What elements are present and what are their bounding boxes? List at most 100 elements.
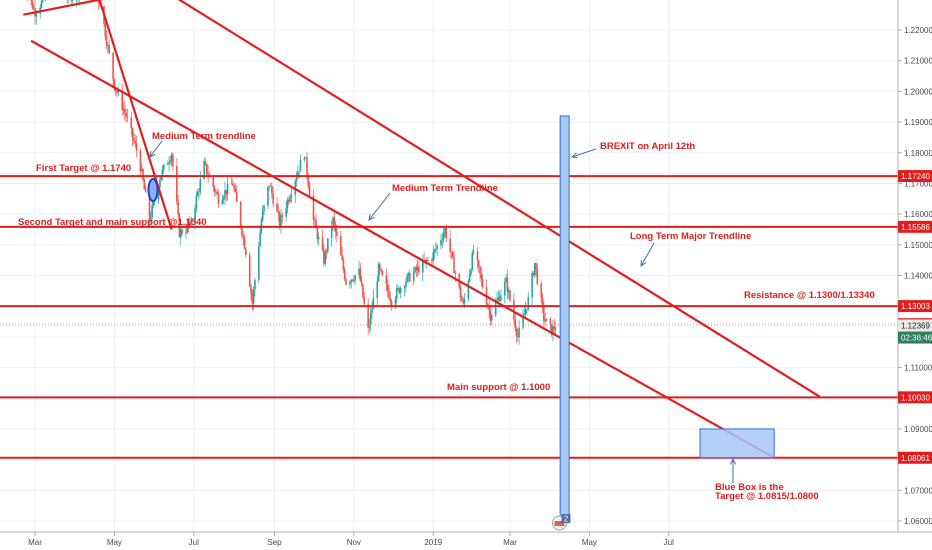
candle-body [306,157,308,175]
candle-body [500,295,502,301]
candle-body [277,211,280,214]
candle-body [440,239,442,246]
candle-body [476,251,479,261]
candle-body [276,203,278,212]
arrow-target-box-head [729,457,737,465]
candle-body [531,272,533,298]
candle-body [543,306,545,322]
candle-body [163,164,165,170]
level-tag-bg [898,170,932,183]
candle-body [497,297,500,300]
candle-body [122,109,125,110]
candle-body [518,327,520,338]
candle-body [239,201,242,227]
candle-body [235,192,238,202]
candle-body [323,250,325,264]
candle-body [354,275,356,281]
candle-body [152,200,155,206]
candle-body [362,284,364,298]
candle-body [213,186,216,192]
candle-body [289,197,291,202]
note-blue-box-line1: Blue Box is the [715,482,784,493]
candle-body [134,141,137,144]
price-tick-label: 1.16000 [904,210,932,219]
candle-body [308,185,311,196]
annotations: Medium Term trendline First Target @ 1.17… [18,131,875,502]
candle-body [554,328,557,330]
candle-body [360,280,363,285]
candle-body [330,227,333,239]
candle-body [436,245,438,249]
candle-body [70,0,73,1]
candle-body [261,211,264,221]
candle-body [207,173,209,176]
candle-body [367,304,369,328]
candle-body [30,0,32,1]
candle-body [449,238,451,252]
arrow-medium-term-trendline-upper-head [149,151,156,158]
candle-body [403,286,406,289]
candle-body [380,269,382,271]
candle-body [471,252,474,270]
candle-body [503,281,506,296]
candle-body [133,138,135,142]
candle-body [442,233,445,240]
candle-body [263,205,265,212]
candle-body [480,273,483,279]
price-tick-label: 1.21000 [904,57,932,66]
candle-body [414,267,416,273]
candle-body [385,275,388,285]
candle-body [114,89,117,91]
candle-body [395,288,398,299]
time-tick-label: Mar [28,538,42,547]
level-tag-bg [898,300,932,313]
candle-body [205,163,208,174]
target-box [699,428,775,459]
candle-body [513,300,515,320]
candle-body [481,278,484,288]
candle-body [435,248,437,250]
candle-body [376,281,379,298]
candle-body [187,224,190,227]
candle-body [126,116,129,118]
candle-body [151,205,153,218]
time-axis[interactable]: Mar May Jul Sep Nov 2019 Mar May Jul [28,532,674,547]
candle-body [536,269,539,284]
time-tick-label: May [107,538,122,547]
candle-body [113,79,116,90]
candle-body [190,221,192,223]
candle-body [345,279,347,285]
candle-body [517,335,519,338]
upper-short-trendline [23,0,104,16]
candle-body [527,297,530,310]
drawn-shapes: 2 [147,115,775,531]
candle-body [139,150,142,172]
candle-body [116,90,118,93]
candle-body [372,297,375,309]
arrow-brexit-head [570,152,579,159]
candle-body [399,288,402,294]
candle-body [333,217,336,225]
candle-body [450,251,453,253]
candle-body [104,23,107,37]
event-count-badge [561,514,571,523]
arrow-long-term-major-trendline [640,242,655,267]
candle-body [226,183,229,194]
candle-body [368,324,371,328]
candle-body [533,263,536,276]
candle-body [540,283,543,298]
candle-body [358,268,360,276]
candle-body [324,251,327,264]
candle-body [125,112,127,117]
candle-body [254,279,256,290]
level-tag-label: 1.08061 [901,454,930,463]
candle-body [35,13,38,17]
candle-body [509,290,511,301]
candle-body [176,166,178,202]
candle-body [217,193,220,205]
level-tag-label: 1.13003 [901,302,930,311]
candle-body [112,52,114,80]
candle-body [371,308,373,313]
candle-body [550,324,553,335]
